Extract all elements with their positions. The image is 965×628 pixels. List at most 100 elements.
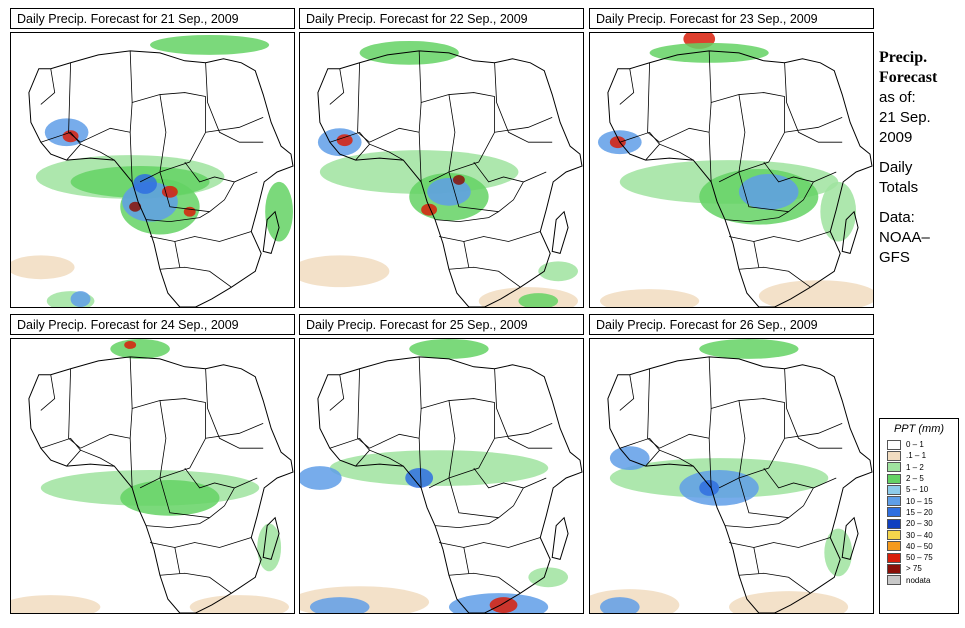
country-border (146, 517, 210, 529)
country-border (784, 368, 843, 449)
country-border (494, 117, 553, 133)
country-border (494, 62, 553, 143)
country-border (753, 547, 760, 574)
country-border (619, 131, 660, 145)
country-border (784, 117, 843, 133)
precip-map (10, 32, 295, 308)
legend-item: 50 – 75 (887, 552, 958, 563)
forecast-panel-5: Daily Precip. Forecast for 25 Sep., 2009 (299, 314, 584, 614)
country-border (448, 402, 496, 479)
country-border (738, 402, 786, 479)
country-border (329, 131, 370, 145)
country-border (728, 231, 831, 242)
country-border (146, 211, 210, 223)
rain-patch (699, 479, 720, 496)
country-border (418, 408, 422, 488)
country-border (129, 102, 133, 182)
country-border (725, 517, 789, 529)
country-border (718, 400, 746, 489)
country-border (473, 161, 547, 183)
legend-label: > 75 (906, 564, 922, 574)
country-border (68, 62, 131, 143)
legend-item: 1 – 2 (887, 462, 958, 473)
panel-title: Daily Precip. Forecast for 26 Sep., 2009 (589, 314, 874, 335)
precip-map (299, 338, 584, 614)
legend-item: 2 – 5 (887, 473, 958, 484)
country-border (448, 96, 496, 173)
country-border (473, 467, 547, 489)
legend-label: 30 – 40 (906, 530, 933, 540)
rain-patch (309, 597, 370, 613)
rain-patch (538, 261, 579, 282)
panel-title: Daily Precip. Forecast for 22 Sep., 2009 (299, 8, 584, 29)
madagascar-outline (841, 516, 859, 560)
country-border (725, 211, 789, 223)
country-border (738, 572, 811, 594)
country-border (448, 171, 524, 213)
legend-item: 0 – 1 (887, 439, 958, 450)
info-date-line1: 21 Sep. (879, 109, 931, 126)
rain-patch (329, 450, 549, 486)
country-border (418, 102, 422, 182)
rain-patch (124, 340, 137, 349)
country-border (438, 537, 541, 548)
legend-item: 30 – 40 (887, 529, 958, 541)
info-totals-line2: Totals (879, 179, 919, 196)
precip-map (299, 32, 584, 308)
country-border (463, 241, 470, 268)
rain-patch (824, 528, 853, 577)
info-title-line1: Precip. (879, 49, 928, 66)
legend-item: 20 – 30 (887, 518, 958, 529)
rain-patch (133, 173, 157, 194)
rain-patch (518, 293, 559, 307)
rain-patch (300, 466, 342, 490)
legend-label: nodata (906, 575, 931, 585)
madagascar-outline (551, 210, 569, 254)
legend-swatch (887, 563, 901, 574)
country-border (159, 572, 232, 594)
country-border (728, 537, 831, 548)
legend-item: nodata (887, 575, 958, 586)
africa-map-svg (300, 339, 583, 613)
country-border (708, 102, 712, 182)
country-border (159, 266, 232, 288)
legend-swatch (887, 462, 901, 473)
rain-patch (257, 523, 282, 572)
legend-title: PPT (mm) (893, 423, 945, 435)
rain-patch (528, 567, 569, 588)
legend-label: 40 – 50 (906, 541, 933, 551)
rain-patch (150, 34, 270, 55)
legend-label: 1 – 2 (906, 462, 924, 472)
country-border (205, 368, 264, 449)
panel-title: Daily Precip. Forecast for 25 Sep., 2009 (299, 314, 584, 335)
forecast-panel-1: Daily Precip. Forecast for 21 Sep., 2009 (10, 8, 295, 308)
country-border (619, 68, 635, 105)
rain-patch (359, 40, 459, 65)
country-border (357, 368, 420, 449)
africa-map-svg (590, 339, 873, 613)
precip-map (10, 338, 295, 614)
country-border (494, 423, 553, 439)
legend-item: 5 – 10 (887, 484, 958, 495)
africa-map-svg (300, 40, 583, 307)
info-title-line2: Forecast (879, 69, 938, 86)
legend-swatch (887, 450, 901, 461)
rain-patch (120, 479, 220, 516)
country-border (645, 143, 694, 161)
info-totals-line1: Daily (879, 159, 913, 176)
legend-swatch (887, 484, 901, 495)
country-border (763, 467, 837, 489)
legend-swatch (887, 507, 901, 518)
country-border (647, 62, 710, 143)
info-date-line2: 2009 (879, 129, 913, 146)
africa-map-svg (597, 33, 873, 307)
forecast-panel-3: Daily Precip. Forecast for 23 Sep., 2009 (589, 8, 874, 308)
coastline (28, 356, 294, 613)
country-border (355, 143, 404, 161)
africa-map-svg (11, 34, 294, 307)
legend-label: 20 – 30 (906, 519, 933, 529)
rain-patch (820, 181, 857, 242)
country-border (149, 537, 252, 548)
country-border (40, 68, 56, 105)
